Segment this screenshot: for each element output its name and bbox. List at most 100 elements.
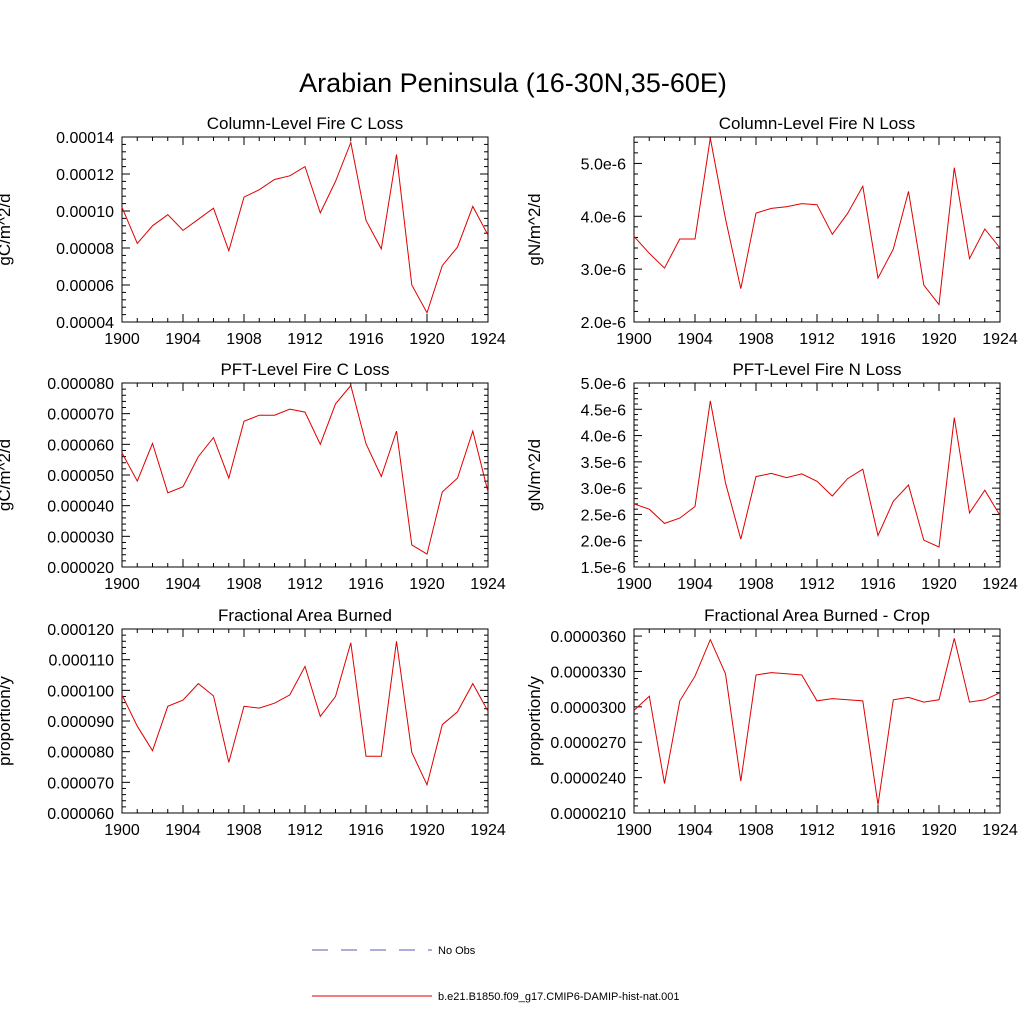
chart-panel: PFT-Level Fire C Loss gC/m^2/d 1900 1904 190… [0,360,506,593]
legend-label-model: b.e21.B1850.f09_g17.CMIP6-DAMIP-hist-nat… [438,991,680,1003]
x-tick-label: 1916 [860,576,896,593]
y-tick-label: 0.00010 [56,204,114,221]
series-line [633,138,1001,306]
y-tick-label: 0.000070 [47,407,114,424]
y-tick-label: 0.0000360 [550,629,626,646]
y-tick-label: 2.0e-6 [581,315,626,332]
x-tick-label: 1908 [738,331,774,348]
panel-title: PFT-Level Fire N Loss [732,360,901,379]
plot-frame [633,382,1001,568]
y-tick-label: 4.0e-6 [581,209,626,226]
panel-title: PFT-Level Fire C Loss [220,360,389,379]
y-tick-label: 2.5e-6 [581,507,626,524]
panel-title: Column-Level Fire C Loss [207,114,404,133]
y-tick-label: 1.5e-6 [581,560,626,577]
y-axis-label: gC/m^2/d [0,193,14,265]
y-tick-label: 0.000110 [48,653,114,670]
x-tick-label: 1920 [409,331,445,348]
x-tick-label: 1920 [409,822,445,839]
x-tick-label: 1904 [165,331,201,348]
x-tick-label: 1908 [226,576,262,593]
y-axis-label: proportion/y [0,676,14,766]
y-tick-label: 0.000120 [47,622,114,639]
x-tick-label: 1924 [470,576,506,593]
x-tick-label: 1924 [470,822,506,839]
x-tick-label: 1912 [799,576,835,593]
x-tick-label: 1908 [738,822,774,839]
y-tick-label: 0.00012 [56,167,114,184]
y-axis-label: gC/m^2/d [0,439,14,511]
x-tick-label: 1916 [860,331,896,348]
x-tick-label: 1908 [226,822,262,839]
x-tick-label: 1900 [104,331,140,348]
chart-panel: PFT-Level Fire N Loss gN/m^2/d 1900 1904 190… [525,360,1018,593]
y-tick-label: 0.000050 [47,468,114,485]
y-tick-label: 3.0e-6 [581,262,626,279]
series-line [633,638,1001,805]
y-tick-label: 0.0000240 [550,771,626,788]
x-tick-label: 1904 [165,822,201,839]
x-tick-label: 1912 [799,822,835,839]
y-tick-label: 0.00006 [56,278,114,295]
x-tick-label: 1900 [616,576,652,593]
x-tick-label: 1924 [982,331,1018,348]
plot-frame [633,628,1001,814]
y-tick-label: 0.000080 [47,376,114,393]
x-tick-label: 1916 [348,576,384,593]
chart-panel: Fractional Area Burned - Crop proportion/… [525,606,1018,839]
y-tick-label: 2.0e-6 [581,534,626,551]
x-tick-label: 1904 [165,576,201,593]
y-tick-label: 0.000080 [47,745,114,762]
x-tick-label: 1924 [982,822,1018,839]
x-tick-label: 1908 [226,331,262,348]
plot-frame [633,136,1001,323]
figure-title: Arabian Peninsula (16-30N,35-60E) [299,68,727,98]
y-tick-label: 0.000060 [47,437,114,454]
x-tick-label: 1912 [287,576,323,593]
y-axis-label: gN/m^2/d [525,439,544,511]
x-tick-label: 1924 [982,576,1018,593]
y-tick-label: 4.5e-6 [581,402,626,419]
y-tick-label: 0.000070 [47,775,114,792]
x-tick-label: 1908 [738,576,774,593]
y-tick-label: 0.000040 [47,499,114,516]
x-tick-label: 1924 [470,331,506,348]
legend-label-no-obs: No Obs [438,945,476,957]
y-tick-label: 0.00014 [56,130,114,147]
panel-title: Fractional Area Burned - Crop [704,606,930,625]
y-tick-label: 0.000020 [47,560,114,577]
y-tick-label: 0.000090 [47,714,114,731]
y-tick-label: 0.00004 [56,315,114,332]
series-line [121,641,489,787]
y-tick-label: 0.0000330 [550,664,626,681]
y-tick-label: 4.0e-6 [581,429,626,446]
legend: No Obs b.e21.B1850.f09_g17.CMIP6-DAMIP-h… [312,945,680,1003]
series-line [121,384,489,555]
x-tick-label: 1920 [921,576,957,593]
panel-title: Fractional Area Burned [218,606,392,625]
y-tick-label: 0.0000210 [550,806,626,823]
x-tick-label: 1900 [616,822,652,839]
x-tick-label: 1912 [799,331,835,348]
panels: Column-Level Fire C Loss gC/m^2/d 1900 1904… [0,114,1018,839]
chart-panel: Column-Level Fire N Loss gN/m^2/d 1900 1904… [525,114,1018,348]
y-tick-label: 0.000100 [47,683,114,700]
x-tick-label: 1916 [860,822,896,839]
x-tick-label: 1904 [677,576,713,593]
x-tick-label: 1920 [921,822,957,839]
chart-panel: Fractional Area Burned proportion/y 1900 19… [0,606,506,839]
y-tick-label: 0.000060 [47,806,114,823]
y-tick-label: 5.0e-6 [581,376,626,393]
x-tick-label: 1912 [287,331,323,348]
x-tick-label: 1904 [677,822,713,839]
x-tick-label: 1900 [616,331,652,348]
x-tick-label: 1900 [104,822,140,839]
chart-panel: Column-Level Fire C Loss gC/m^2/d 1900 1904… [0,114,506,348]
x-tick-label: 1920 [409,576,445,593]
y-tick-label: 3.0e-6 [581,481,626,498]
y-tick-label: 0.00008 [56,241,114,258]
x-tick-label: 1912 [287,822,323,839]
series-line [633,400,1001,548]
x-tick-label: 1916 [348,331,384,348]
